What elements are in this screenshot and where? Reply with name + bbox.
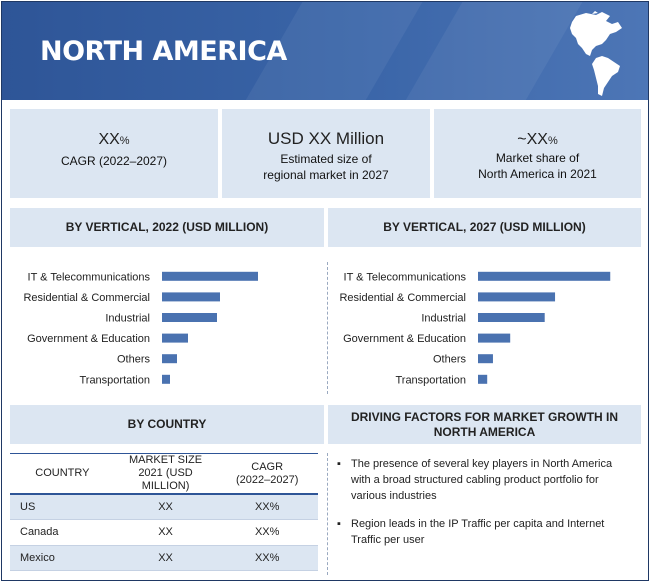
drivers-heading-line1: DRIVING FACTORS FOR MARKET GROWTH IN	[350, 409, 619, 424]
bar	[478, 313, 545, 322]
bar	[162, 313, 217, 322]
vertical-2022-bar-chart: IT & Telecommunications Residential & Com…	[23, 271, 258, 386]
market-size-cell: XX	[114, 494, 217, 520]
bar	[162, 354, 177, 364]
table-row: US XX XX%	[10, 494, 318, 520]
country-cell: Canada	[10, 519, 115, 546]
country-table: COUNTRY MARKET SIZE 2021 (USD MILLION) CA…	[10, 453, 318, 571]
cagr-cell: XX%	[216, 545, 318, 571]
table-row: Mexico XX XX%	[10, 545, 318, 571]
stat-card-market-size: USD XX Million Estimated size of regiona…	[222, 109, 430, 198]
category-label: Others	[433, 354, 467, 366]
cagr-cell: XX%	[216, 494, 318, 520]
table-header-row: COUNTRY MARKET SIZE 2021 (USD MILLION) CA…	[10, 453, 318, 495]
bar	[162, 333, 188, 343]
column-header-market-size: MARKET SIZE 2021 (USD MILLION)	[114, 453, 217, 495]
market-size-cell: XX	[114, 545, 217, 571]
bar	[162, 374, 170, 384]
bar	[478, 354, 493, 364]
column-header-country: COUNTRY	[10, 453, 115, 495]
bar	[478, 333, 511, 343]
stat-label: Estimated size of	[280, 152, 372, 166]
region-banner: NORTH AMERICA	[2, 2, 648, 100]
stat-label-line2: regional market in 2027	[263, 168, 389, 182]
vertical-2027-bar-chart: IT & Telecommunications Residential & Com…	[339, 271, 611, 386]
bar	[162, 292, 220, 302]
market-size-cell: XX	[114, 519, 217, 546]
stat-value: USD XX Million	[267, 129, 385, 148]
bar	[478, 374, 488, 384]
driver-item: Region leads in the IP Traffic per capit…	[337, 516, 632, 548]
table-row: Canada XX XX%	[10, 519, 318, 546]
region-title: NORTH AMERICA	[40, 36, 287, 67]
stat-label: Market share of	[495, 151, 580, 165]
category-label: Transportation	[395, 374, 466, 386]
stat-unit: %	[119, 135, 130, 147]
country-cell: US	[10, 494, 115, 520]
stat-card-market-share: ~XX% Market share of North America in 20…	[434, 109, 641, 198]
americas-map-icon	[570, 11, 622, 96]
stat-unit: %	[547, 135, 558, 147]
bar	[478, 292, 556, 302]
category-label: Industrial	[421, 313, 466, 325]
category-label: IT & Telecommunications	[344, 271, 467, 283]
vertical-2027-heading: BY VERTICAL, 2027 (USD MILLION)	[328, 208, 641, 247]
stat-label: CAGR (2022–2027)	[60, 154, 168, 168]
stat-value: ~XX	[517, 131, 548, 148]
category-label: IT & Telecommunications	[28, 271, 151, 283]
column-header-cagr: CAGR (2022–2027)	[216, 453, 318, 495]
vertical-2022-heading: BY VERTICAL, 2022 (USD MILLION)	[10, 208, 324, 247]
category-label: Others	[117, 354, 151, 366]
drivers-heading-line2: NORTH AMERICA	[433, 424, 536, 439]
by-country-heading: BY COUNTRY	[10, 405, 324, 444]
bar	[162, 271, 258, 281]
category-label: Transportation	[79, 374, 150, 386]
stat-card-cagr: XX% CAGR (2022–2027)	[10, 109, 218, 198]
drivers-divider	[327, 453, 328, 575]
driver-item: The presence of several key players in N…	[337, 456, 632, 504]
category-label: Government & Education	[343, 333, 466, 345]
drivers-heading: DRIVING FACTORS FOR MARKET GROWTH IN NOR…	[328, 405, 641, 444]
chart-divider	[327, 262, 328, 394]
category-label: Residential & Commercial	[23, 292, 150, 304]
category-label: Industrial	[105, 313, 150, 325]
bar	[478, 271, 611, 281]
stat-value: XX	[98, 131, 120, 148]
category-label: Government & Education	[27, 333, 150, 345]
stat-label-line2: North America in 2021	[478, 167, 597, 181]
drivers-list: The presence of several key players in N…	[337, 456, 632, 560]
cagr-cell: XX%	[216, 519, 318, 546]
country-cell: Mexico	[10, 545, 115, 571]
category-label: Residential & Commercial	[339, 292, 466, 304]
